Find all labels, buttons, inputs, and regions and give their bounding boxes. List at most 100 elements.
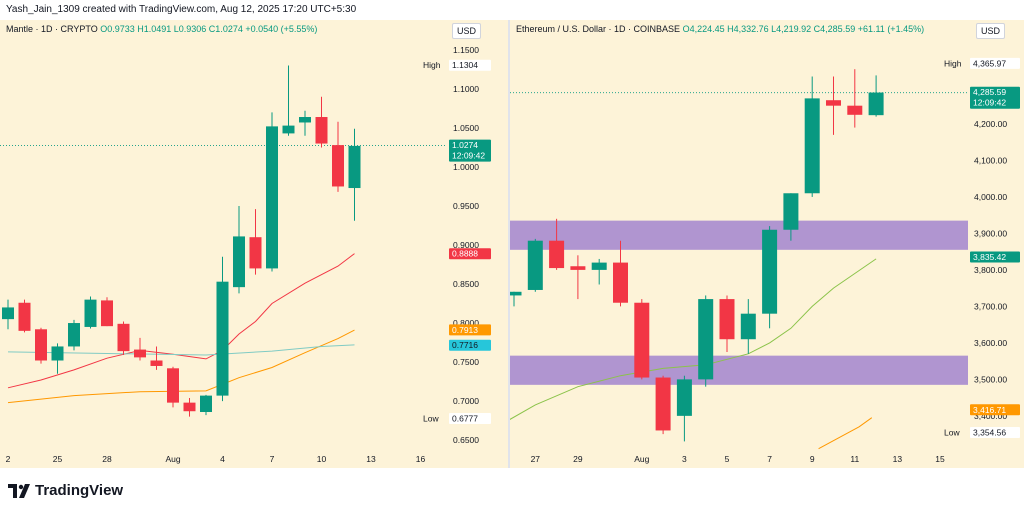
ethereum-price-label-1: 4,285.59 xyxy=(973,87,1006,97)
mantle-candle-body-14 xyxy=(233,236,245,288)
mantle-price-label-bg-3 xyxy=(449,324,491,336)
ethereum-candle-body-14 xyxy=(804,98,820,194)
mantle-candle-body-0 xyxy=(2,307,14,320)
mantle-x-tick-4: 4 xyxy=(220,454,225,464)
mantle-candle-body-17 xyxy=(282,125,295,134)
ethereum-price-label-2: 3,835.42 xyxy=(973,252,1006,262)
ethereum-y-tick-0: 4,200.00 xyxy=(974,119,1007,129)
ethereum-candle-body-3 xyxy=(570,266,586,270)
ethereum-y-tick-1: 4,100.00 xyxy=(974,155,1007,165)
panel-divider xyxy=(508,20,510,468)
ethereum-y-tick-5: 3,700.00 xyxy=(974,301,1007,311)
ethereum-x-tick-3: 3 xyxy=(682,454,687,464)
mantle-x-tick-8: 16 xyxy=(416,454,426,464)
tradingview-footer[interactable]: TradingView xyxy=(8,482,123,499)
mantle-chart-svg: 1.1500 1.1000 1.0500 1.0000 0.9500 0.9000 0.85… xyxy=(0,45,491,464)
ethereum-y-tick-4: 3,800.00 xyxy=(974,265,1007,275)
mantle-price-label-5: 0.6777 xyxy=(452,413,478,423)
ethereum-x-tick-0: 27 xyxy=(531,454,541,464)
ethereum-price-label-prefix-0: High xyxy=(944,58,962,68)
ethereum-candle-body-12 xyxy=(762,229,778,314)
ethereum-candle-body-1 xyxy=(527,240,543,290)
ethereum-zone-1 xyxy=(510,355,968,385)
mantle-candle-body-13 xyxy=(216,281,229,396)
ethereum-price-label-bg-1 xyxy=(970,86,1020,109)
ethereum-y-tick-6: 3,600.00 xyxy=(974,338,1007,348)
mantle-y-tick-5: 0.9000 xyxy=(453,240,479,250)
mantle-y-tick-9: 0.7000 xyxy=(453,396,479,406)
mantle-currency-button[interactable]: USD xyxy=(452,23,482,39)
mantle-x-tick-5: 7 xyxy=(270,454,275,464)
mantle-y-tick-2: 1.0500 xyxy=(453,123,479,133)
mantle-candle-body-19 xyxy=(315,117,328,144)
mantle-ma-line-1 xyxy=(7,329,355,404)
mantle-candle-body-3 xyxy=(51,346,64,361)
ethereum-x-tick-7: 11 xyxy=(850,454,859,464)
mantle-price-label-bg-4 xyxy=(449,339,491,351)
mantle-x-tick-0: 2 xyxy=(6,454,11,464)
ethereum-y-tick-2: 4,000.00 xyxy=(974,192,1007,202)
ethereum-y-tick-7: 3,500.00 xyxy=(974,374,1007,384)
mantle-y-tick-10: 0.6500 xyxy=(453,435,479,445)
mantle-ma-line-2 xyxy=(7,344,355,356)
ethereum-chart-panel[interactable]: 4,200.00 4,100.00 4,000.00 3,900.00 3,800.00… xyxy=(510,20,1024,468)
ethereum-x-tick-6: 9 xyxy=(810,454,815,464)
ethereum-y-tick-8: 3,400.00 xyxy=(974,411,1007,421)
mantle-x-tick-2: 28 xyxy=(102,454,112,464)
mantle-price-label-time-1: 12:09:42 xyxy=(452,151,485,161)
ethereum-symbol-title: Ethereum / U.S. Dollar · 1D · COINBASE xyxy=(516,24,681,34)
ethereum-candle-body-2 xyxy=(549,240,565,269)
mantle-x-tick-1: 25 xyxy=(53,454,63,464)
mantle-candle-body-6 xyxy=(101,300,113,327)
ethereum-candle-body-5 xyxy=(613,262,628,303)
mantle-candle-body-11 xyxy=(183,402,196,412)
mantle-chart-panel[interactable]: 1.1500 1.1000 1.0500 1.0000 0.9500 0.9000 0.85… xyxy=(0,20,508,468)
mantle-ohlc: O0.9733 H1.0491 L0.9306 C1.0274 +0.0540 … xyxy=(100,24,318,34)
mantle-candle-body-18 xyxy=(299,117,311,123)
mantle-x-tick-3: Aug xyxy=(165,454,180,464)
mantle-y-tick-0: 1.1500 xyxy=(453,45,479,55)
mantle-x-tick-7: 13 xyxy=(366,454,376,464)
ethereum-ma-line-1 xyxy=(818,417,873,450)
ethereum-candle-body-10 xyxy=(719,299,735,340)
mantle-price-label-4: 0.7716 xyxy=(452,340,478,350)
mantle-candle-body-2 xyxy=(35,329,47,361)
ethereum-price-label-3: 3,416.71 xyxy=(973,405,1006,415)
mantle-y-tick-3: 1.0000 xyxy=(453,162,479,172)
ethereum-price-label-4: 3,354.56 xyxy=(973,427,1006,437)
mantle-price-label-0: 1.1304 xyxy=(452,60,478,70)
ethereum-x-tick-1: 29 xyxy=(573,454,583,464)
ethereum-price-label-bg-0 xyxy=(970,57,1020,69)
mantle-chart-title: Mantle · 1D · CRYPTO O0.9733 H1.0491 L0.… xyxy=(6,24,317,34)
mantle-y-tick-4: 0.9500 xyxy=(453,201,479,211)
ethereum-ma-line-0 xyxy=(510,258,877,420)
ethereum-currency-button[interactable]: USD xyxy=(976,23,1006,39)
mantle-price-label-3: 0.7913 xyxy=(452,325,478,335)
ethereum-x-tick-4: 5 xyxy=(725,454,730,464)
mantle-candle-body-9 xyxy=(150,360,163,366)
mantle-candle-body-5 xyxy=(84,299,97,327)
mantle-symbol-title: Mantle · 1D · CRYPTO xyxy=(6,24,98,34)
ethereum-price-label-bg-4 xyxy=(970,426,1020,438)
mantle-y-tick-6: 0.8500 xyxy=(453,279,479,289)
mantle-price-label-2: 0.8888 xyxy=(452,249,478,259)
ethereum-candle-body-8 xyxy=(676,379,692,416)
ethereum-chart-svg: 4,200.00 4,100.00 4,000.00 3,900.00 3,800.00… xyxy=(510,57,1020,464)
ethereum-price-label-time-1: 12:09:42 xyxy=(973,98,1006,108)
mantle-price-label-bg-1 xyxy=(449,139,491,162)
ethereum-x-tick-5: 7 xyxy=(767,454,772,464)
mantle-candle-body-7 xyxy=(117,323,130,352)
mantle-candle-body-10 xyxy=(167,368,179,403)
mantle-price-label-bg-0 xyxy=(449,59,491,71)
ethereum-candle-body-13 xyxy=(783,193,799,230)
mantle-candle-body-12 xyxy=(200,395,212,413)
mantle-candle-body-21 xyxy=(348,145,361,189)
ethereum-price-label-bg-2 xyxy=(970,251,1020,263)
ethereum-candle-body-7 xyxy=(655,377,671,431)
mantle-candle-body-8 xyxy=(134,349,146,358)
mantle-candle-body-1 xyxy=(18,302,31,331)
tradingview-brand: TradingView xyxy=(35,482,124,499)
mantle-price-label-1: 1.0274 xyxy=(452,140,478,150)
ethereum-price-label-bg-3 xyxy=(970,404,1020,416)
ethereum-candle-body-6 xyxy=(634,302,650,378)
